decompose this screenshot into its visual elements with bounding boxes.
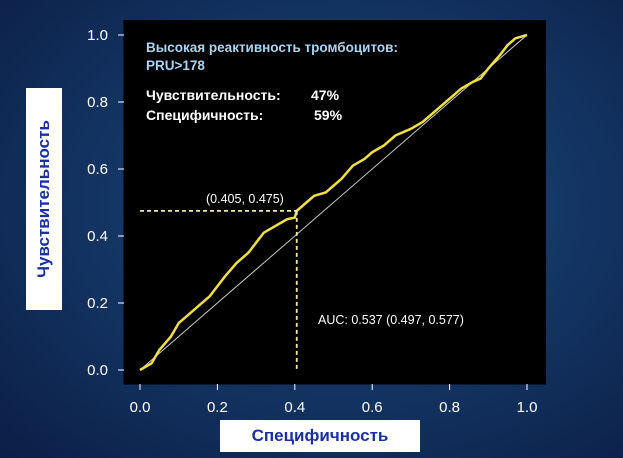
x-tick-label: 0.6 (362, 399, 383, 416)
x-tick-label: 0.2 (207, 399, 228, 416)
x-tick-label: 0.0 (130, 399, 151, 416)
x-tick-label: 0.4 (284, 399, 305, 416)
sensitivity-label: Чувствительность: (146, 87, 281, 103)
y-tick-label: 1.0 (87, 27, 108, 44)
guide-lines (140, 209, 298, 370)
x-tick-label: 1.0 (517, 399, 538, 416)
highlight-point-label: (0.405, 0.475) (206, 192, 284, 206)
reference-diagonal-line (139, 34, 528, 371)
x-axis-label-box: Специфичность (220, 420, 420, 452)
tick-group: 0.0 0.2 0.4 0.6 0.8 1.0 0.0 0.2 0.4 0.6 0.8 1.0 (87, 27, 537, 416)
axes (123, 20, 546, 385)
specificity-value: 59% (314, 107, 343, 123)
roc-curve-line (139, 33, 528, 372)
y-tick-label: 0.0 (87, 362, 108, 379)
y-tick-label: 0.8 (87, 94, 108, 111)
chart-title-line2: PRU>178 (146, 58, 205, 73)
y-tick-label: 0.2 (87, 295, 108, 312)
y-axis-label-box: Чувствительность (26, 88, 62, 310)
chart-title-line1: Высокая реактивность тромбоцитов: (146, 40, 398, 55)
auc-annotation: AUC: 0.537 (0.497, 0.577) (318, 313, 464, 327)
y-axis-label: Чувствительность (34, 120, 53, 278)
x-tick-label: 0.8 (439, 399, 460, 416)
sensitivity-value: 47% (311, 87, 340, 103)
specificity-label: Специфичность: (146, 107, 263, 123)
y-tick-label: 0.6 (87, 161, 108, 178)
y-tick-label: 0.4 (87, 228, 108, 245)
series-group (139, 33, 528, 372)
x-axis-label: Специфичность (251, 426, 389, 445)
